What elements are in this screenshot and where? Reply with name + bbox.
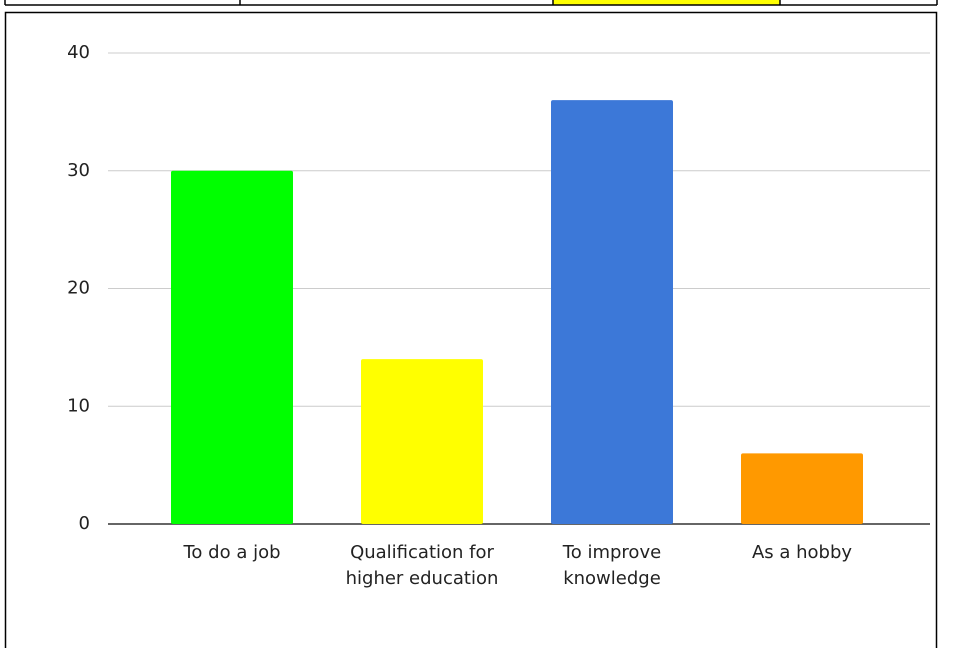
bar [361,359,483,524]
bar [551,100,673,524]
y-tick-label: 10 [67,395,90,416]
x-tick-label: To do a job [183,542,281,563]
bar [171,170,293,524]
y-tick-label: 30 [67,160,90,181]
x-tick-label: To improve knowledge [562,542,662,589]
y-tick-label: 20 [67,278,90,299]
x-tick-label: As a hobby [751,542,853,563]
table-cell-highlight [553,0,780,5]
bar [741,453,863,524]
y-tick-label: 0 [79,513,90,534]
y-tick-label: 40 [67,42,90,63]
x-tick-label: Qualification for higher education [345,542,499,589]
frame [4,11,938,648]
